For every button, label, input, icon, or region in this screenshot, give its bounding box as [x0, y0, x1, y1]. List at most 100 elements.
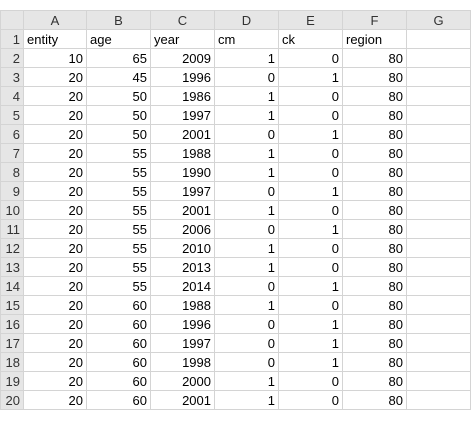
data-cell[interactable]: 1: [278, 276, 343, 296]
data-cell[interactable]: 0: [214, 352, 279, 372]
data-cell[interactable]: 20: [23, 200, 87, 220]
data-cell[interactable]: 1: [214, 238, 279, 258]
data-cell[interactable]: 80: [342, 48, 407, 68]
data-cell[interactable]: 55: [86, 276, 151, 296]
data-cell[interactable]: 80: [342, 143, 407, 163]
data-cell[interactable]: 60: [86, 371, 151, 391]
header-cell[interactable]: ck: [278, 29, 343, 49]
empty-cell[interactable]: [406, 276, 471, 296]
data-cell[interactable]: 2001: [150, 124, 215, 144]
data-cell[interactable]: 20: [23, 257, 87, 277]
data-cell[interactable]: 45: [86, 67, 151, 87]
data-cell[interactable]: 55: [86, 143, 151, 163]
row-header[interactable]: 11: [0, 219, 24, 239]
data-cell[interactable]: 80: [342, 257, 407, 277]
data-cell[interactable]: 0: [278, 390, 343, 410]
data-cell[interactable]: 1: [214, 143, 279, 163]
data-cell[interactable]: 80: [342, 181, 407, 201]
row-header[interactable]: 1: [0, 29, 24, 49]
header-cell[interactable]: entity: [23, 29, 87, 49]
data-cell[interactable]: 1998: [150, 352, 215, 372]
row-header[interactable]: 16: [0, 314, 24, 334]
data-cell[interactable]: 80: [342, 86, 407, 106]
data-cell[interactable]: 1: [214, 257, 279, 277]
data-cell[interactable]: 20: [23, 86, 87, 106]
data-cell[interactable]: 1: [214, 390, 279, 410]
data-cell[interactable]: 0: [278, 105, 343, 125]
data-cell[interactable]: 1996: [150, 314, 215, 334]
empty-cell[interactable]: [406, 86, 471, 106]
data-cell[interactable]: 20: [23, 276, 87, 296]
data-cell[interactable]: 55: [86, 181, 151, 201]
column-header-g[interactable]: G: [406, 10, 471, 30]
data-cell[interactable]: 20: [23, 67, 87, 87]
empty-cell[interactable]: [406, 352, 471, 372]
column-header-e[interactable]: E: [278, 10, 343, 30]
empty-cell[interactable]: [406, 105, 471, 125]
data-cell[interactable]: 55: [86, 238, 151, 258]
data-cell[interactable]: 1996: [150, 67, 215, 87]
header-cell[interactable]: age: [86, 29, 151, 49]
data-cell[interactable]: 1988: [150, 143, 215, 163]
data-cell[interactable]: 1: [214, 200, 279, 220]
data-cell[interactable]: 1: [278, 181, 343, 201]
data-cell[interactable]: 50: [86, 86, 151, 106]
data-cell[interactable]: 1986: [150, 86, 215, 106]
column-header-a[interactable]: A: [23, 10, 87, 30]
data-cell[interactable]: 55: [86, 200, 151, 220]
data-cell[interactable]: 0: [214, 333, 279, 353]
header-cell[interactable]: region: [342, 29, 407, 49]
data-cell[interactable]: 80: [342, 105, 407, 125]
row-header[interactable]: 4: [0, 86, 24, 106]
data-cell[interactable]: 1: [278, 314, 343, 334]
row-header[interactable]: 10: [0, 200, 24, 220]
data-cell[interactable]: 0: [278, 371, 343, 391]
empty-cell[interactable]: [406, 238, 471, 258]
empty-cell[interactable]: [406, 29, 471, 49]
row-header[interactable]: 14: [0, 276, 24, 296]
data-cell[interactable]: 0: [214, 124, 279, 144]
data-cell[interactable]: 20: [23, 219, 87, 239]
empty-cell[interactable]: [406, 333, 471, 353]
data-cell[interactable]: 2014: [150, 276, 215, 296]
row-header[interactable]: 9: [0, 181, 24, 201]
data-cell[interactable]: 1: [278, 67, 343, 87]
data-cell[interactable]: 20: [23, 143, 87, 163]
row-header[interactable]: 5: [0, 105, 24, 125]
data-cell[interactable]: 80: [342, 352, 407, 372]
data-cell[interactable]: 0: [214, 67, 279, 87]
data-cell[interactable]: 0: [214, 181, 279, 201]
column-header-b[interactable]: B: [86, 10, 151, 30]
data-cell[interactable]: 2013: [150, 257, 215, 277]
column-header-d[interactable]: D: [214, 10, 279, 30]
data-cell[interactable]: 60: [86, 352, 151, 372]
data-cell[interactable]: 2001: [150, 390, 215, 410]
row-header[interactable]: 7: [0, 143, 24, 163]
empty-cell[interactable]: [406, 314, 471, 334]
data-cell[interactable]: 0: [214, 276, 279, 296]
data-cell[interactable]: 0: [278, 238, 343, 258]
data-cell[interactable]: 60: [86, 295, 151, 315]
data-cell[interactable]: 80: [342, 371, 407, 391]
data-cell[interactable]: 1: [214, 162, 279, 182]
data-cell[interactable]: 1: [214, 86, 279, 106]
data-cell[interactable]: 0: [278, 48, 343, 68]
data-cell[interactable]: 55: [86, 257, 151, 277]
column-header-c[interactable]: C: [150, 10, 215, 30]
data-cell[interactable]: 2001: [150, 200, 215, 220]
data-cell[interactable]: 1997: [150, 333, 215, 353]
data-cell[interactable]: 80: [342, 124, 407, 144]
data-cell[interactable]: 20: [23, 371, 87, 391]
data-cell[interactable]: 55: [86, 219, 151, 239]
empty-cell[interactable]: [406, 124, 471, 144]
data-cell[interactable]: 20: [23, 352, 87, 372]
empty-cell[interactable]: [406, 257, 471, 277]
row-header[interactable]: 6: [0, 124, 24, 144]
data-cell[interactable]: 20: [23, 162, 87, 182]
data-cell[interactable]: 2010: [150, 238, 215, 258]
data-cell[interactable]: 0: [278, 200, 343, 220]
row-header[interactable]: 3: [0, 67, 24, 87]
data-cell[interactable]: 60: [86, 333, 151, 353]
data-cell[interactable]: 1: [214, 48, 279, 68]
data-cell[interactable]: 1997: [150, 181, 215, 201]
